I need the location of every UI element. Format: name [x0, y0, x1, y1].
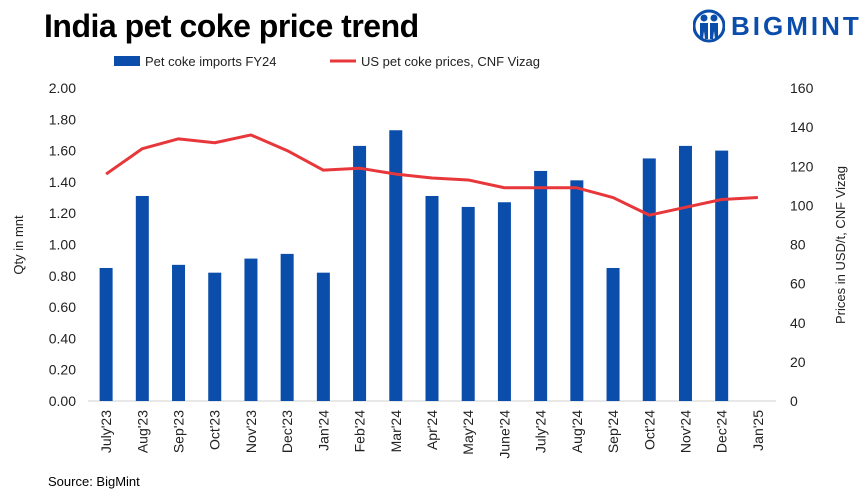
x-tick-label: Aug'24 [569, 410, 585, 453]
bar [642, 158, 656, 401]
bar [389, 130, 403, 401]
bar [606, 267, 620, 401]
chart-title: India pet coke price trend [44, 8, 419, 44]
x-tick-label: Jan'25 [750, 410, 766, 451]
bar [425, 195, 439, 401]
y-tick-label: 0.20 [49, 362, 76, 378]
bar [208, 272, 222, 401]
x-tick-label: Dec'24 [714, 410, 730, 453]
legend-label-bar: Pet coke imports FY24 [145, 54, 277, 69]
bigmint-logo: BIGMINT [693, 8, 859, 44]
y-axis-label: Qty in mnt [11, 215, 26, 275]
bar [678, 145, 692, 401]
x-tick-label: May'24 [460, 410, 476, 455]
y-tick-label: 1.60 [49, 143, 76, 159]
x-tick-label: Feb'24 [352, 410, 368, 453]
bar [172, 264, 186, 401]
x-tick-label: Nov'23 [243, 410, 259, 453]
y2-tick-label: 20 [790, 354, 806, 370]
bar [715, 150, 729, 401]
bar [280, 253, 294, 401]
x-tick-label: Mar'24 [388, 410, 404, 453]
y2-tick-label: 120 [790, 158, 814, 174]
y2-tick-label: 140 [790, 119, 814, 135]
bar [570, 180, 584, 401]
x-tick-label: Jan'24 [315, 410, 331, 451]
x-tick-label: Sep'23 [171, 410, 187, 453]
y2-tick-label: 100 [790, 197, 814, 213]
logo-icon [693, 9, 725, 43]
x-tick-label: Apr'24 [424, 410, 440, 450]
y-tick-label: 0.60 [49, 299, 76, 315]
bar [135, 195, 149, 401]
y-tick-label: 0.40 [49, 330, 76, 346]
x-tick-label: Oct'23 [207, 410, 223, 450]
y-tick-label: 1.40 [49, 174, 76, 190]
x-tick-label: Sep'24 [605, 410, 621, 453]
y2-tick-label: 0 [790, 393, 798, 409]
y2-axis-label: Prices in USD/t, CNF Vizag [833, 166, 848, 324]
y-tick-label: 1.20 [49, 205, 76, 221]
x-tick-label: Nov'24 [677, 410, 693, 453]
x-tick-label: Dec'23 [279, 410, 295, 453]
price-line [105, 133, 758, 217]
y-tick-label: 1.00 [49, 237, 76, 253]
y-tick-label: 1.80 [49, 111, 76, 127]
y-tick-label: 0.00 [49, 393, 76, 409]
x-tick-label: June'24 [496, 410, 512, 459]
bar [461, 206, 475, 401]
x-tick-label: Oct'24 [641, 410, 657, 450]
x-tick-label: July'24 [533, 410, 549, 453]
x-tick-label: Aug'23 [134, 410, 150, 453]
bar [353, 145, 367, 401]
bar [534, 170, 548, 401]
bar [497, 202, 511, 401]
legend-swatch-bar [114, 56, 140, 66]
bar [316, 272, 330, 401]
bar [99, 267, 113, 401]
y2-tick-label: 40 [790, 315, 806, 331]
source-note: Source: BigMint [48, 474, 140, 489]
y2-tick-label: 80 [790, 237, 806, 253]
x-tick-label: July'23 [98, 410, 114, 453]
bar [244, 258, 258, 401]
y2-tick-label: 60 [790, 276, 806, 292]
y2-tick-label: 160 [790, 80, 814, 96]
logo-text: BIGMINT [731, 10, 859, 41]
y-tick-label: 0.80 [49, 268, 76, 284]
legend-label-line: US pet coke prices, CNF Vizag [361, 54, 540, 69]
y-tick-label: 2.00 [49, 80, 76, 96]
